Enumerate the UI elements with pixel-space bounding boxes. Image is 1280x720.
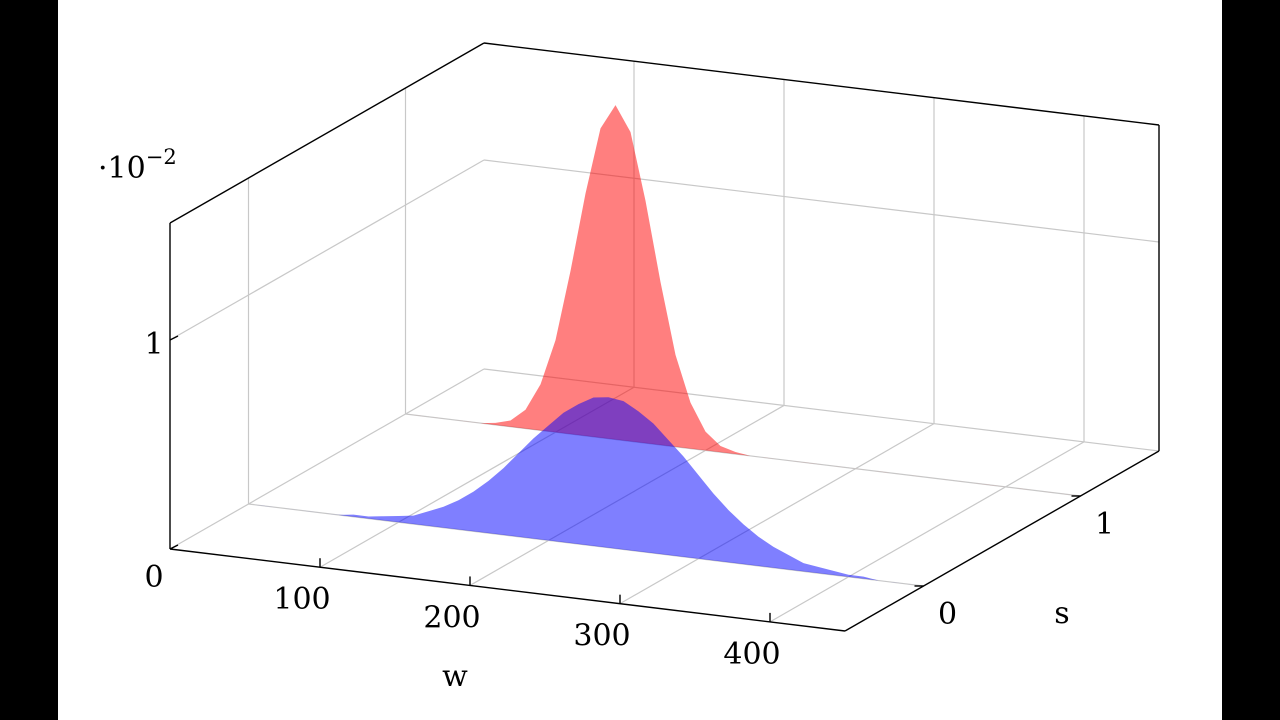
z-multiplier: ·10−2: [98, 145, 177, 187]
grid-line: [619, 423, 935, 605]
y-tick-label: 1: [1095, 507, 1114, 542]
area: [248, 397, 924, 586]
tick-mark: [169, 335, 179, 341]
z-multiplier-exponent: −2: [146, 145, 177, 169]
x-tick-label: 100: [273, 582, 330, 617]
letterbox-right: [1222, 0, 1280, 720]
y-axis-label: s: [1054, 596, 1069, 631]
tick-mark: [169, 544, 179, 550]
letterbox-left: [0, 0, 58, 720]
axis-line: [169, 42, 485, 224]
x-tick-label: 400: [723, 637, 780, 672]
y-tick-label: 0: [938, 597, 957, 632]
area: [405, 105, 1081, 497]
axis-line: [844, 450, 1160, 632]
axis-line: [483, 42, 1160, 126]
x-axis-label: w: [442, 659, 468, 694]
x-tick-label: 200: [423, 600, 480, 635]
z-tick-label: 1: [144, 327, 163, 362]
z-tick-label: 0: [144, 560, 163, 595]
x-tick-label: 300: [573, 619, 630, 654]
grid-line: [169, 368, 485, 550]
z-multiplier-base: ·10: [98, 151, 146, 186]
axis-line: [169, 548, 846, 632]
grid-line: [169, 159, 485, 341]
grid-line: [769, 441, 1085, 623]
